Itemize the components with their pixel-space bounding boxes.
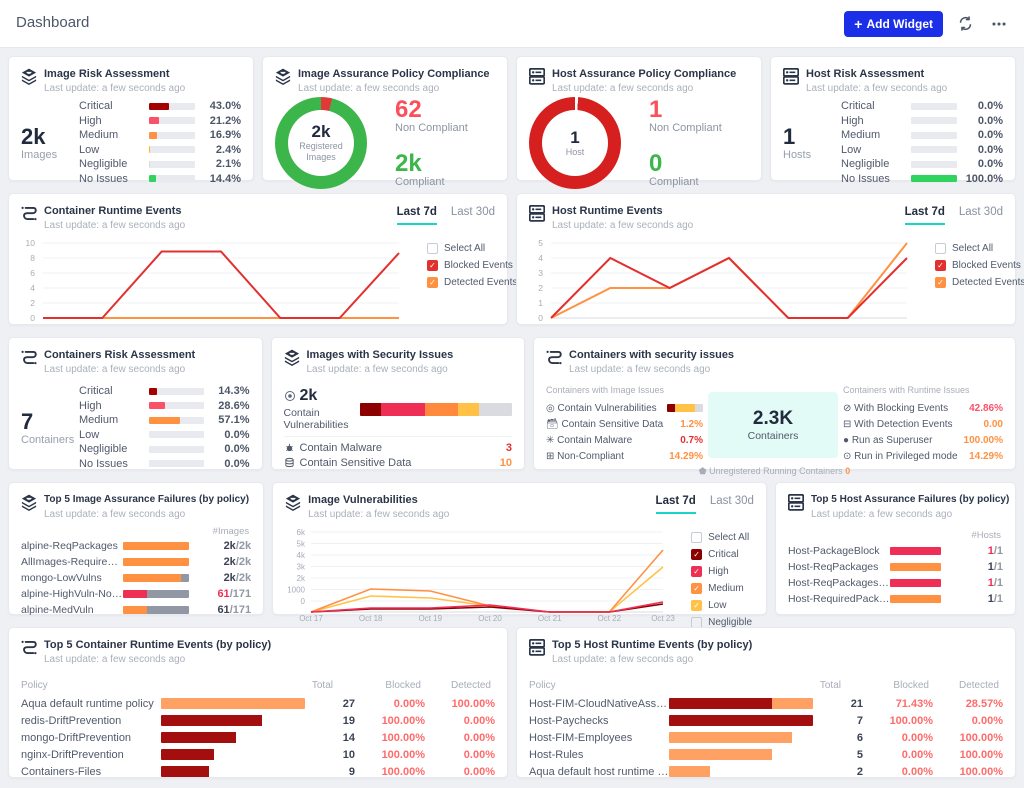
svg-text:1: 1 xyxy=(538,298,543,308)
svg-text:2: 2 xyxy=(30,298,35,308)
svg-text:6k: 6k xyxy=(297,528,306,537)
svg-text:5k: 5k xyxy=(297,540,306,549)
svg-text:Oct 18: Oct 18 xyxy=(359,614,383,622)
svg-text:6: 6 xyxy=(30,268,35,278)
svg-text:4: 4 xyxy=(538,253,543,263)
svg-text:2: 2 xyxy=(538,283,543,293)
svg-text:2k: 2k xyxy=(297,574,306,583)
svg-text:3k: 3k xyxy=(297,563,306,572)
svg-text:5: 5 xyxy=(538,238,543,248)
svg-text:3: 3 xyxy=(538,268,543,278)
svg-text:4k: 4k xyxy=(297,551,306,560)
svg-text:Oct 21: Oct 21 xyxy=(538,614,562,622)
svg-text:Oct 19: Oct 19 xyxy=(419,614,443,622)
svg-text:Oct 17: Oct 17 xyxy=(299,614,323,622)
svg-text:4: 4 xyxy=(30,283,35,293)
svg-text:10: 10 xyxy=(26,238,36,248)
svg-text:0: 0 xyxy=(30,313,35,323)
svg-text:1000: 1000 xyxy=(287,586,305,595)
svg-text:0: 0 xyxy=(301,597,306,606)
svg-text:Oct 20: Oct 20 xyxy=(478,614,502,622)
svg-text:Oct 22: Oct 22 xyxy=(598,614,622,622)
svg-text:8: 8 xyxy=(30,253,35,263)
svg-text:0: 0 xyxy=(538,313,543,323)
svg-text:Oct 23: Oct 23 xyxy=(651,614,675,622)
